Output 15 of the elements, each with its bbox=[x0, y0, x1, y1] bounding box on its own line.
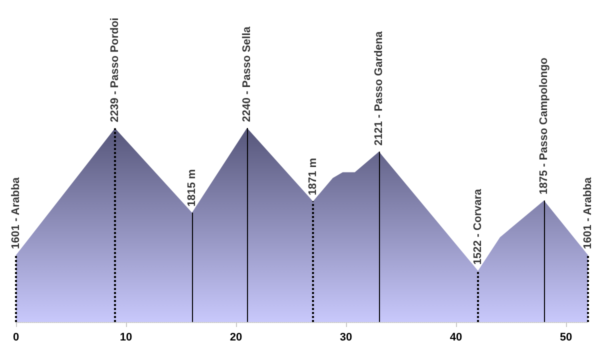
ref-line-label: 1875 - Passo Campolongo bbox=[538, 57, 550, 195]
x-tick-label: 50 bbox=[560, 332, 572, 344]
ref-line-label: 2121 - Passo Gardena bbox=[373, 30, 385, 146]
ref-line-label: 2239 - Passo Pordoi bbox=[109, 18, 121, 122]
x-tick-label: 10 bbox=[120, 332, 132, 344]
x-tick-label: 30 bbox=[340, 332, 352, 344]
ref-line-label: 1601 - Arabba bbox=[10, 176, 22, 250]
ref-line-label: 1522 - Corvara bbox=[472, 188, 484, 265]
x-tick-label: 0 bbox=[12, 332, 20, 344]
ref-line-label: 1815 m bbox=[186, 169, 198, 207]
ref-line-label: 1601 - Arabba bbox=[582, 176, 594, 250]
x-tick-label: 20 bbox=[230, 332, 242, 344]
ref-line-label: 1871 m bbox=[307, 158, 319, 196]
ref-line-label: 2240 - Passo Sella bbox=[241, 26, 253, 122]
x-tick-label: 40 bbox=[450, 332, 462, 344]
